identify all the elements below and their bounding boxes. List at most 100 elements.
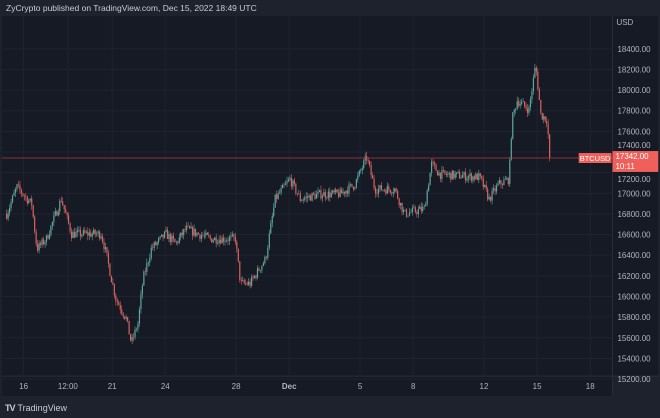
- candle-body: [243, 280, 245, 284]
- candle-body: [169, 234, 172, 242]
- candle: [491, 187, 493, 205]
- candle: [66, 211, 68, 220]
- candle: [500, 179, 502, 189]
- candle-body: [79, 229, 82, 237]
- candle-body: [66, 212, 68, 216]
- candle: [323, 188, 325, 197]
- price-chart[interactable]: 18400.00 18200.00 18000.00 17800.00 17600.00…: [0, 16, 660, 396]
- candle-body: [351, 183, 353, 187]
- candle: [351, 183, 353, 187]
- candle-body: [320, 190, 322, 199]
- candle: [206, 231, 208, 236]
- candle-body: [168, 234, 170, 239]
- candle: [380, 181, 383, 191]
- plot-area[interactable]: [1, 16, 613, 377]
- candle: [410, 209, 412, 214]
- candle: [304, 195, 306, 202]
- candle: [169, 232, 172, 246]
- candle: [45, 234, 48, 246]
- candle: [538, 87, 540, 101]
- candle-body: [461, 175, 464, 178]
- candle-body: [405, 209, 408, 217]
- candle: [546, 116, 548, 128]
- candle-body: [324, 192, 326, 198]
- candle-body: [70, 231, 73, 239]
- candle: [212, 238, 214, 244]
- candle: [431, 159, 433, 177]
- candle-body: [37, 243, 39, 251]
- candle-body: [323, 192, 325, 197]
- candle-body: [422, 206, 424, 212]
- candle: [515, 107, 517, 114]
- candle-body: [20, 189, 22, 194]
- candle-body: [193, 228, 195, 236]
- candle: [165, 226, 167, 233]
- candle: [374, 185, 377, 198]
- x-tick-label: 28: [232, 382, 241, 391]
- candle-body: [510, 138, 512, 160]
- candle-body: [534, 67, 536, 78]
- candle: [87, 227, 89, 241]
- candle-body: [153, 242, 155, 248]
- candle-body: [196, 232, 198, 236]
- candle: [299, 190, 301, 203]
- candle-body: [54, 211, 56, 216]
- candle: [407, 215, 409, 218]
- candle: [112, 277, 114, 286]
- candle: [296, 193, 298, 197]
- candle-body: [231, 234, 234, 236]
- candle: [389, 189, 391, 195]
- candle: [259, 270, 262, 274]
- candle-body: [163, 231, 166, 238]
- candle: [138, 306, 141, 327]
- candle: [82, 227, 84, 237]
- candle: [354, 186, 356, 191]
- candle: [528, 104, 530, 116]
- candle: [69, 222, 71, 235]
- candle-body: [217, 243, 219, 244]
- candle: [253, 275, 256, 279]
- candle: [37, 239, 39, 253]
- candle: [292, 179, 294, 190]
- candle: [376, 188, 378, 197]
- candle-body: [364, 156, 366, 161]
- price-axis[interactable]: [612, 16, 659, 377]
- candle-body: [211, 238, 213, 243]
- candle-body: [194, 228, 197, 236]
- candle: [460, 174, 462, 179]
- candle-body: [65, 209, 67, 213]
- candle: [394, 187, 396, 194]
- y-tick-label: 18200.00: [617, 65, 651, 74]
- candle: [25, 192, 27, 201]
- candle: [246, 280, 248, 286]
- candle: [451, 169, 453, 180]
- candle-body: [317, 191, 319, 194]
- candle: [487, 186, 489, 202]
- candle: [243, 278, 245, 285]
- time-axis[interactable]: [1, 376, 613, 396]
- candle-body: [28, 200, 30, 204]
- candle-body: [379, 185, 381, 189]
- candle-body: [104, 247, 107, 250]
- candle: [402, 207, 405, 215]
- candle-body: [345, 190, 347, 194]
- candle-body: [479, 173, 481, 176]
- candle-body: [72, 231, 74, 239]
- candle-body: [476, 173, 478, 181]
- candle-body: [327, 191, 329, 198]
- candle-body: [174, 238, 176, 243]
- candle-body: [268, 233, 270, 248]
- candle-body: [184, 229, 186, 230]
- candle-body: [246, 283, 248, 285]
- candle: [543, 113, 545, 124]
- candle-body: [432, 161, 434, 163]
- footer: TV TradingView: [0, 398, 660, 418]
- candle: [104, 242, 107, 253]
- candle-body: [302, 199, 304, 201]
- candle: [203, 230, 205, 240]
- candle-body: [75, 232, 77, 238]
- x-tick-label: 12: [480, 382, 489, 391]
- candle-body: [156, 242, 158, 245]
- candle: [535, 65, 537, 76]
- candle: [252, 274, 254, 281]
